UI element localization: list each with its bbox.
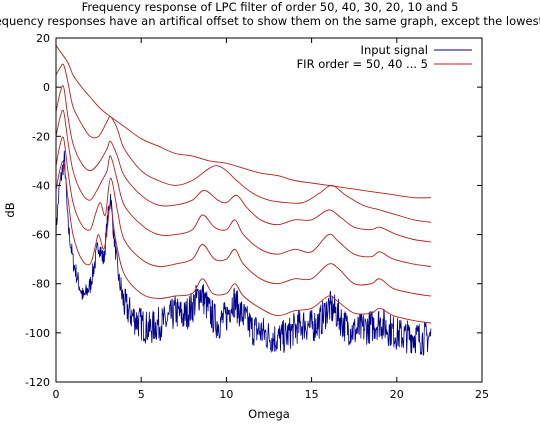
x-tick-label: 20 bbox=[390, 388, 404, 401]
y-tick-label: -120 bbox=[25, 376, 50, 389]
y-tick-label: 20 bbox=[36, 32, 50, 45]
chart-title: Frequency response of LPC filter of orde… bbox=[82, 0, 459, 14]
series-fir-curve-2 bbox=[55, 109, 431, 267]
legend: Input signal FIR order = 50, 40 ... 5 bbox=[297, 43, 472, 71]
y-tick-label: -40 bbox=[32, 179, 50, 192]
y-tick-label: 0 bbox=[43, 81, 50, 94]
series-fir-curve-0 bbox=[55, 160, 431, 324]
y-tick-label: -60 bbox=[32, 229, 50, 242]
axis-ticks: 0 5 10 15 20 25 -120 -100 -80 -60 -40 -20 0 20 bbox=[25, 32, 489, 401]
legend-label-fir: FIR order = 50, 40 ... 5 bbox=[297, 57, 428, 71]
x-tick-label: 0 bbox=[53, 388, 60, 401]
x-tick-label: 10 bbox=[219, 388, 233, 401]
plot-series bbox=[55, 45, 432, 356]
series-fir-curve-4 bbox=[55, 63, 431, 223]
x-tick-label: 5 bbox=[138, 388, 145, 401]
chart-subtitle: All frequency responses have an artifica… bbox=[0, 14, 540, 28]
series-fir-curve-3 bbox=[55, 85, 431, 243]
y-axis-label: dB bbox=[3, 202, 17, 217]
y-tick-label: -100 bbox=[25, 327, 50, 340]
series-fir-curve-1 bbox=[55, 136, 431, 297]
x-axis-label: Omega bbox=[248, 407, 290, 421]
plot-frame bbox=[55, 37, 483, 383]
x-tick-label: 25 bbox=[475, 388, 489, 401]
y-tick-label: -20 bbox=[32, 130, 50, 143]
legend-label-input-signal: Input signal bbox=[361, 43, 428, 57]
series-fir-curve-5 bbox=[55, 45, 431, 199]
x-tick-label: 15 bbox=[305, 388, 319, 401]
series-input-signal bbox=[55, 150, 432, 356]
y-tick-label: -80 bbox=[32, 278, 50, 291]
